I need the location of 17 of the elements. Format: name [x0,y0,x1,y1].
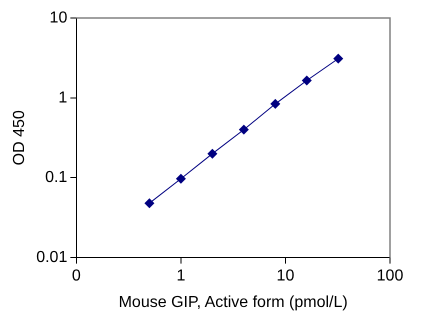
point [238,124,249,135]
x-tick-label: 100 [376,268,404,285]
x-axis-title: Mouse GIP, Active form (pmol/L) [118,294,348,311]
x-tick-label: 1 [176,268,186,285]
point [144,198,154,208]
point [176,174,186,184]
point [333,54,344,64]
point [270,98,280,109]
y-tick-label: 0.1 [45,169,68,186]
x-tick-label: 0 [72,268,81,285]
y-tick-label: 0.01 [36,249,68,266]
y-tick-label: 10 [50,9,68,26]
y-axis-title: OD 450 [11,110,28,166]
x-tick-label: 10 [276,268,294,285]
point [207,148,218,159]
point [302,75,312,86]
y-tick-label: 1 [58,89,68,106]
